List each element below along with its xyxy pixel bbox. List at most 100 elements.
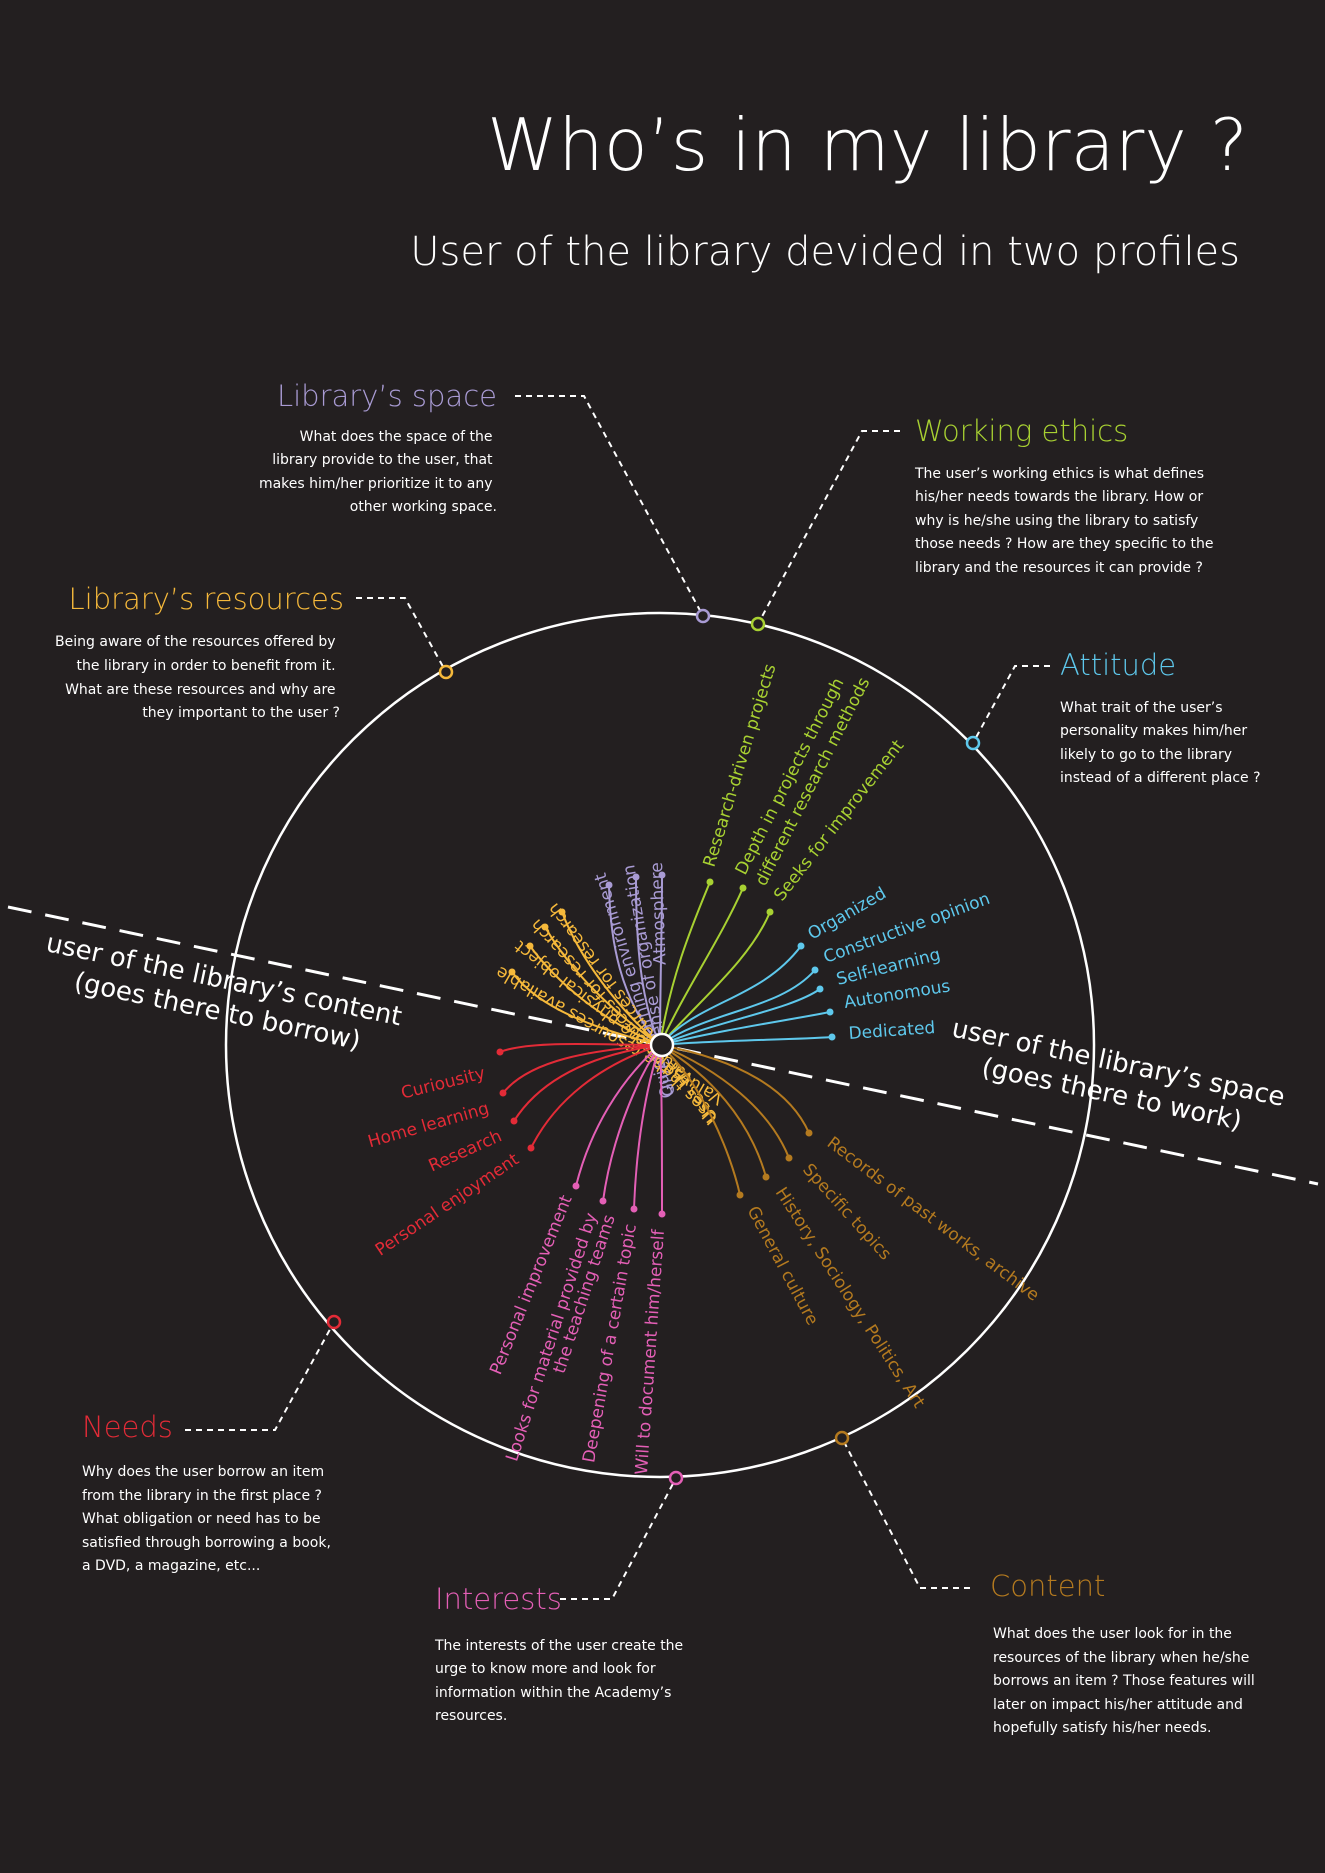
branch-curve [659,1036,833,1046]
category-title-needs: Needs [82,1410,173,1444]
branch-curve [544,926,661,1046]
branch-dot [526,942,534,950]
desc-line: they important to the user ? [142,705,340,721]
category-desc-content: What does the user look for in the resou… [993,1626,1259,1736]
desc-line: What are these resources and why are [65,682,335,698]
branch-dot [785,1154,793,1162]
branch-dot [816,985,824,993]
branch-label: Will to document him/herself [632,1228,669,1475]
branch-curve [513,1044,661,1122]
connector-interests [560,1477,677,1600]
category-title-space: Library’s space [277,379,497,413]
branch-curve [659,911,771,1046]
branch-dot [527,1144,535,1152]
desc-line: library and the resources it can provide… [915,560,1203,576]
branch-dot [762,1173,770,1181]
branch-dot [736,1191,744,1199]
connector-ethics [757,430,900,625]
desc-line: likely to go to the library [1060,747,1232,763]
branch-label: Atmosphere [647,862,671,966]
desc-line: hopefully satisfy his/her needs. [993,1720,1211,1736]
branch-curve [575,1044,661,1187]
branch-curve [659,1044,790,1159]
category-desc-interests: The interests of the user create the urg… [434,1638,688,1724]
desc-line: a DVD, a magazine, etc... [82,1558,260,1574]
branch-dot [826,1008,834,1016]
marker-ethics [750,616,766,632]
branch-curve [659,1044,767,1178]
branch-curve [659,969,816,1046]
connector-content [841,1437,970,1589]
category-desc-ethics: The user’s working ethics is what define… [914,466,1218,576]
marker-content [834,1430,850,1446]
branch-label: Dedicated [848,1018,936,1044]
desc-line: later on impact his/her attitude and [993,1697,1243,1713]
branch-dot [739,884,747,892]
branch-curve [659,1011,831,1046]
branch-group-interests: Personal improvement Looks for material … [486,1044,669,1475]
desc-line: the library in order to benefit from it. [77,658,336,674]
branch-dot [706,878,714,886]
marker-resources [438,664,454,680]
connector-space [515,395,704,617]
branch-curve [659,1044,810,1134]
desc-line: other working space. [350,499,497,515]
branch-dot [499,1089,507,1097]
category-title-ethics: Working ethics [915,414,1128,448]
branch-curve [502,1044,661,1094]
branch-curve [635,876,661,1046]
desc-line: Why does the user borrow an item [82,1464,324,1480]
branch-dot [658,1210,666,1218]
desc-line: library provide to the user, that [272,452,493,468]
branch-curve [511,971,661,1046]
category-title-resources: Library’s resources [69,582,345,616]
branch-dot [658,871,666,879]
branch-dot [496,1048,504,1056]
branch-group-ethics: Research-driven projects Depth in projec… [659,662,908,1046]
branch-curve [659,1044,741,1196]
main-circle [224,611,1096,1479]
branch-dot [797,942,805,950]
profile-content-label: user of the library’s content (goes ther… [43,928,404,1056]
desc-line: satisfied through borrowing a book, [82,1535,331,1551]
desc-line: The interests of the user create the [434,1638,683,1654]
branch-curve [633,1044,661,1210]
branch-curve [659,1044,663,1215]
profile-space-label: user of the library’s space (goes there … [949,1014,1287,1137]
marker-needs [326,1314,342,1330]
branch-curve [659,874,663,1046]
branch-dot [766,908,774,916]
branch-group-attitude: Organized Constructive opinion Self-lear… [659,884,993,1046]
branch-curve [659,945,802,1046]
branch-dot [828,1033,836,1041]
category-title-interests: Interests [435,1582,562,1616]
branch-dot [558,908,566,916]
desc-line: The user’s working ethics is what define… [914,466,1204,482]
desc-line: his/her needs towards the library. How o… [915,489,1203,505]
desc-line: urge to know more and look for [435,1661,656,1677]
category-desc-space: What does the space of the library provi… [259,429,497,515]
category-title-attitude: Attitude [1060,648,1176,682]
desc-line: instead of a different place ? [1060,770,1261,786]
branch-curve [659,988,821,1046]
branch-dot [508,968,516,976]
category-desc-needs: Why does the user borrow an item from th… [82,1464,335,1574]
category-desc-attitude: What trait of the user’s personality mak… [1060,700,1261,786]
desc-line: What does the space of the [300,429,493,445]
desc-line: makes him/her prioritize it to any [259,476,493,492]
branch-dot [630,1205,638,1213]
branch-dot [632,873,640,881]
branch-dot [599,1197,607,1205]
desc-line: What trait of the user’s [1060,700,1223,716]
branch-curve [529,945,661,1046]
desc-line: borrows an item ? Those features will [993,1673,1255,1689]
marker-attitude [965,735,981,751]
branch-dot [805,1129,813,1137]
desc-line: Being aware of the resources offered by [55,634,336,650]
desc-line: What does the user look for in the [993,1626,1232,1642]
desc-line: why is he/she using the library to satis… [915,513,1198,529]
desc-line: those needs ? How are they specific to t… [915,536,1214,552]
branch-dot [811,966,819,974]
